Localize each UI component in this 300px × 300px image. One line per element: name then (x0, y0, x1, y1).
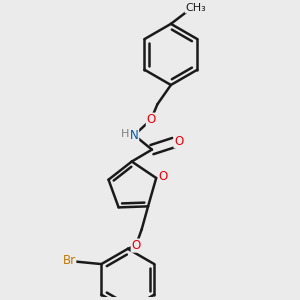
Text: N: N (130, 129, 139, 142)
Text: Br: Br (63, 254, 76, 267)
Text: CH₃: CH₃ (185, 3, 206, 13)
Text: O: O (159, 170, 168, 183)
Text: O: O (174, 135, 183, 148)
Text: H: H (121, 130, 129, 140)
Text: O: O (146, 113, 156, 126)
Text: O: O (131, 239, 140, 252)
